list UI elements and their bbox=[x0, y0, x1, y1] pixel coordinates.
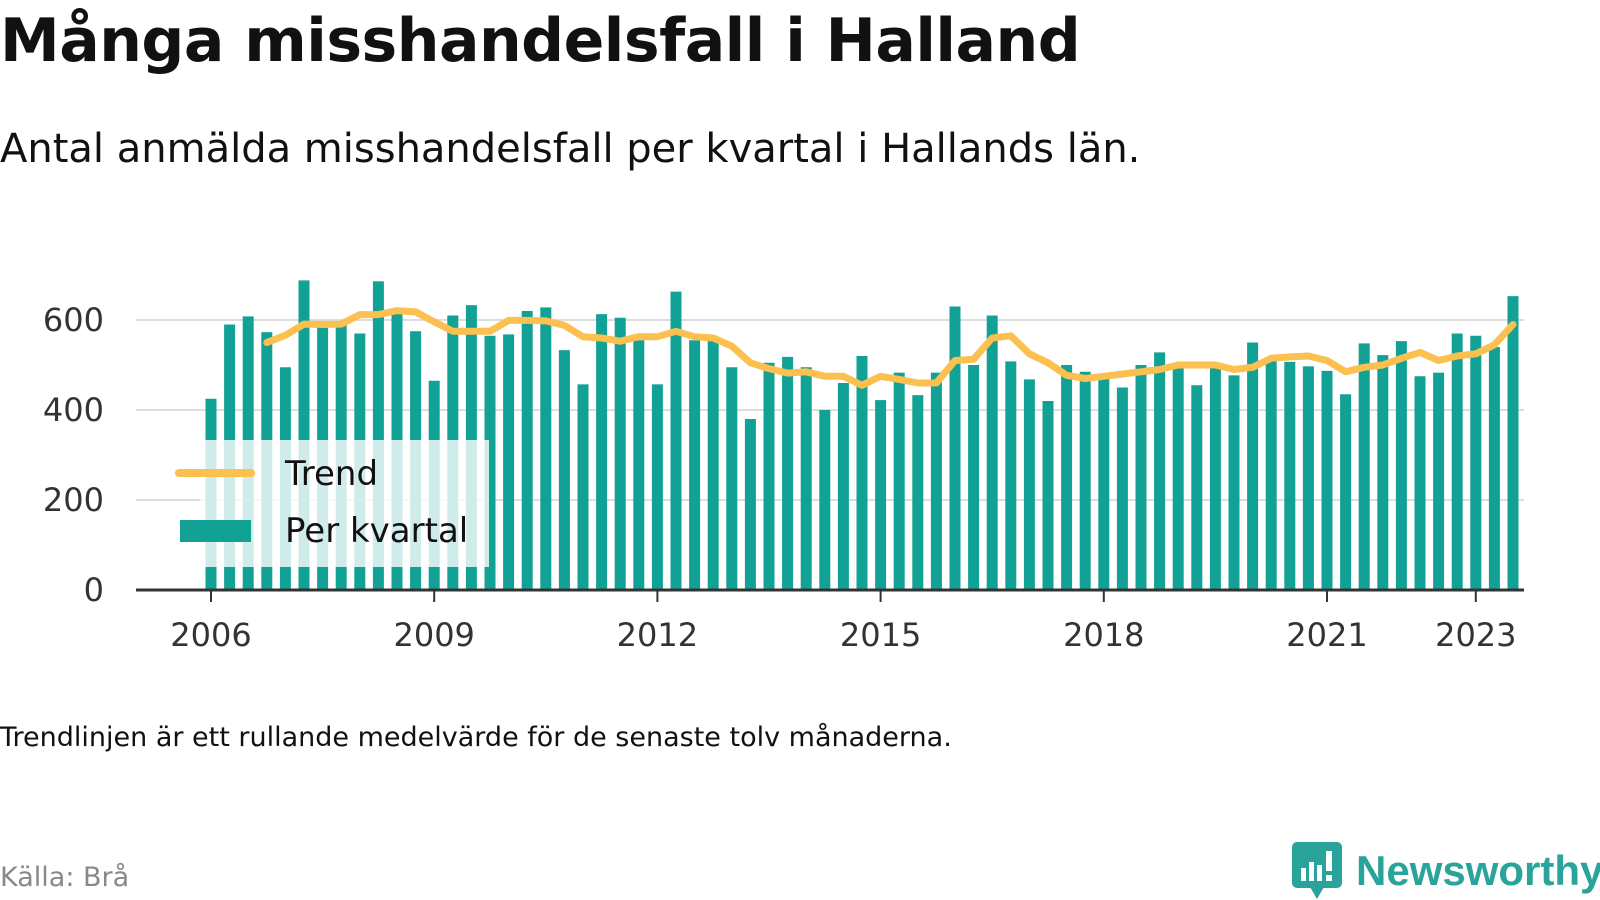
bar bbox=[577, 384, 589, 590]
chart-title: Många misshandelsfall i Halland bbox=[0, 6, 1081, 76]
bar bbox=[484, 335, 496, 590]
bar bbox=[558, 350, 570, 590]
bar bbox=[521, 311, 533, 590]
bar bbox=[1079, 371, 1091, 590]
bar bbox=[726, 367, 738, 590]
bar-chart: 0 200 400 600 2006 2009 2012 2015 2018 2021 2023 Tr… bbox=[43, 280, 1524, 654]
bar bbox=[1470, 335, 1482, 590]
bar bbox=[930, 372, 942, 590]
x-tick-label: 2009 bbox=[393, 616, 474, 654]
bar bbox=[837, 383, 849, 590]
bar bbox=[707, 338, 719, 590]
bar bbox=[1005, 361, 1017, 590]
bar bbox=[1395, 341, 1407, 590]
bar bbox=[1116, 387, 1128, 590]
bar bbox=[1321, 370, 1333, 590]
newsworthy-logo-icon bbox=[1292, 842, 1342, 899]
bar bbox=[912, 395, 924, 590]
bar bbox=[614, 317, 626, 590]
bar bbox=[1358, 343, 1370, 590]
y-tick-label: 400 bbox=[43, 391, 104, 429]
bar bbox=[651, 384, 663, 590]
bar bbox=[1302, 366, 1314, 590]
x-tick-label: 2006 bbox=[170, 616, 251, 654]
bar bbox=[1507, 296, 1519, 590]
bar bbox=[298, 280, 310, 590]
bar bbox=[503, 334, 515, 590]
bar bbox=[1042, 401, 1054, 590]
bar bbox=[986, 315, 998, 590]
bar bbox=[968, 365, 980, 590]
bar bbox=[1172, 365, 1184, 590]
bar bbox=[744, 419, 756, 590]
bar bbox=[856, 356, 868, 590]
bar bbox=[1414, 376, 1426, 590]
source-credit: Källa: Brå bbox=[0, 862, 130, 893]
bar bbox=[763, 362, 775, 590]
bar bbox=[819, 410, 831, 590]
brand-name: Newsworthy bbox=[1356, 847, 1600, 894]
x-tick-label: 2018 bbox=[1063, 616, 1144, 654]
bar bbox=[1247, 342, 1259, 590]
trend-footnote: Trendlinjen är ett rullande medelvärde f… bbox=[0, 722, 952, 753]
bar bbox=[1265, 360, 1277, 590]
bar bbox=[1488, 347, 1500, 590]
legend-background bbox=[200, 440, 489, 567]
bar bbox=[1061, 365, 1073, 590]
y-tick-label: 200 bbox=[43, 481, 104, 519]
legend-bar-label: Per kvartal bbox=[285, 511, 468, 551]
bar bbox=[1098, 374, 1110, 590]
bar bbox=[1284, 361, 1296, 590]
chart-subtitle: Antal anmälda misshandelsfall per kvarta… bbox=[0, 126, 1141, 172]
y-tick-label: 0 bbox=[84, 571, 104, 609]
newsworthy-logo[interactable]: Newsworthy bbox=[1292, 842, 1600, 900]
bar bbox=[1377, 355, 1389, 590]
bar bbox=[1023, 379, 1035, 590]
bar bbox=[596, 314, 608, 590]
bar bbox=[1228, 375, 1240, 590]
bar bbox=[1451, 333, 1463, 590]
bar bbox=[893, 372, 905, 590]
legend: Trend Per kvartal bbox=[175, 440, 489, 567]
y-tick-label: 600 bbox=[43, 301, 104, 339]
bar bbox=[1340, 394, 1352, 590]
bar bbox=[1209, 365, 1221, 590]
bar bbox=[875, 400, 887, 590]
bar bbox=[782, 356, 794, 590]
trend-line bbox=[263, 307, 1517, 389]
bar bbox=[1433, 372, 1445, 590]
bar bbox=[540, 307, 552, 590]
bar bbox=[949, 306, 961, 590]
x-tick-label: 2012 bbox=[617, 616, 698, 654]
bar bbox=[670, 291, 682, 590]
bar bbox=[1191, 385, 1203, 590]
legend-trend-label: Trend bbox=[284, 454, 378, 494]
legend-bar-swatch bbox=[180, 520, 251, 542]
x-tick-label: 2023 bbox=[1435, 616, 1516, 654]
bar bbox=[372, 281, 384, 590]
bar bbox=[1154, 352, 1166, 590]
bar bbox=[689, 340, 701, 590]
x-tick-label: 2021 bbox=[1286, 616, 1367, 654]
bar bbox=[800, 367, 812, 590]
x-tick-label: 2015 bbox=[840, 616, 921, 654]
bar bbox=[633, 340, 645, 590]
bar bbox=[1135, 365, 1147, 590]
